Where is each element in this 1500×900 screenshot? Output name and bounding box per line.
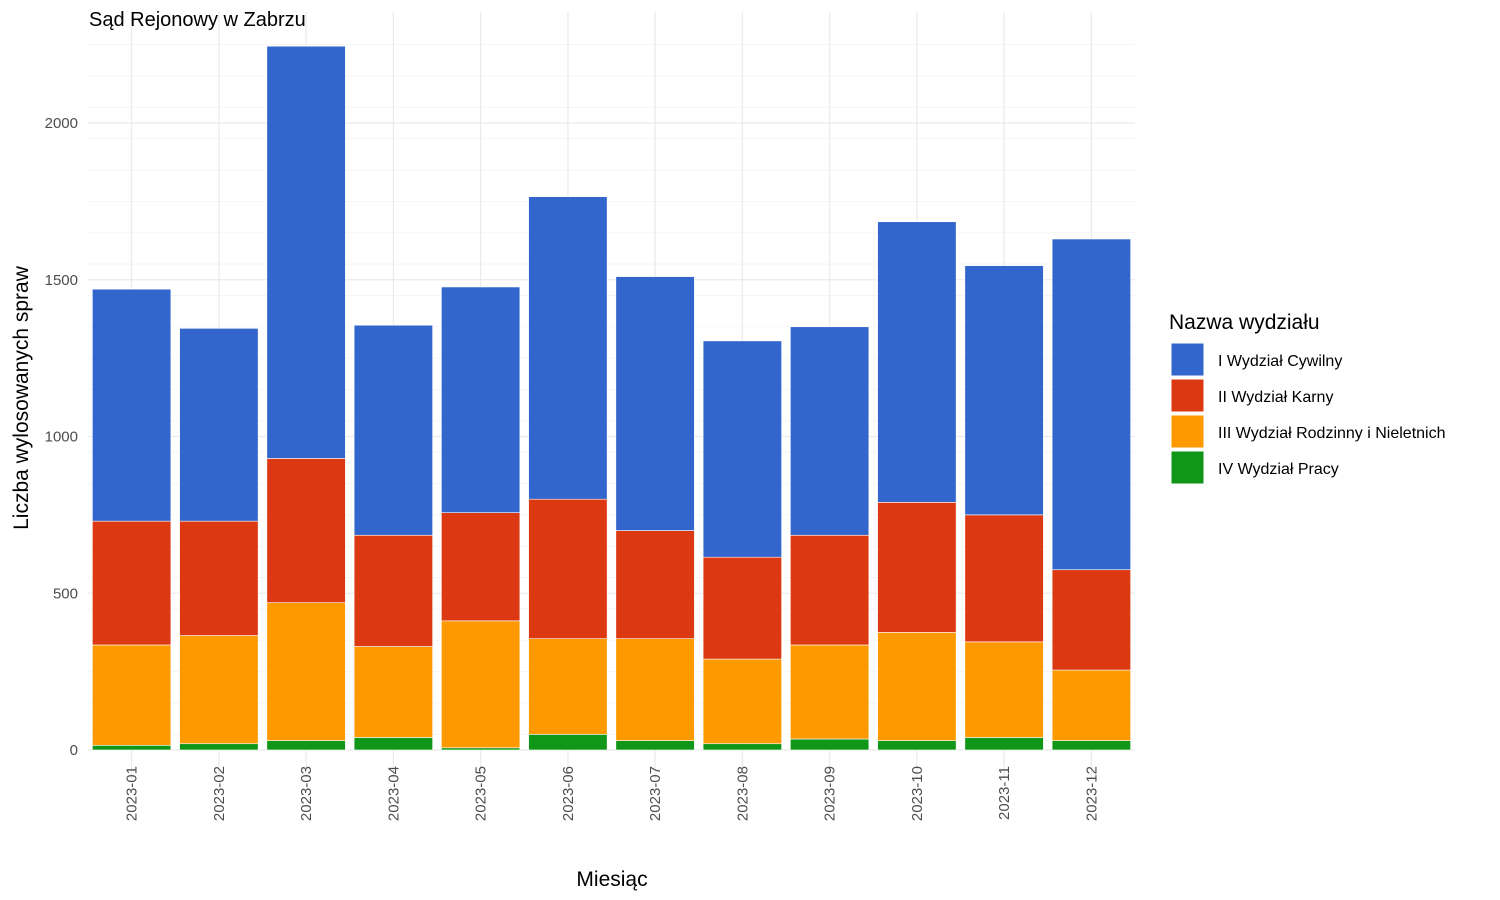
bar-segment — [528, 638, 608, 735]
bar-segment — [790, 738, 870, 751]
bar-segment — [441, 512, 521, 622]
x-axis-title: Miesiąc — [576, 868, 647, 891]
bar-segment — [353, 646, 433, 738]
bar-segment — [1051, 238, 1131, 571]
chart-title: Sąd Rejonowy w Zabrzu — [89, 9, 306, 31]
bar-segment — [528, 498, 608, 640]
bar-segment — [92, 520, 172, 646]
bar-segment — [964, 514, 1044, 643]
y-tick-label: 2000 — [45, 115, 78, 132]
bar-segment — [528, 734, 608, 751]
bar-segment — [266, 458, 346, 603]
legend-label: IV Wydział Pracy — [1218, 461, 1339, 478]
legend-swatch — [1170, 414, 1205, 449]
bar-segment — [790, 644, 870, 740]
bar-segment — [877, 740, 957, 751]
legend-title: Nazwa wydziału — [1169, 311, 1320, 334]
bar-segment — [92, 288, 172, 522]
bar-segment — [92, 744, 172, 751]
bar-segment — [441, 286, 521, 513]
bar-segment — [1051, 569, 1131, 671]
legend: Nazwa wydziału I Wydział Cywilny II Wydzi… — [1169, 311, 1446, 485]
y-axis-title: Liczba wylosowanych spraw — [10, 265, 33, 530]
bar-segment — [877, 502, 957, 633]
legend-swatch — [1170, 450, 1205, 485]
y-tick-label: 500 — [53, 585, 78, 602]
bar-segment — [179, 635, 259, 745]
bar-segment — [266, 602, 346, 741]
y-tick-label: 0 — [70, 742, 78, 759]
bar-segment — [964, 737, 1044, 751]
x-tick-label: 2023-03 — [298, 766, 315, 821]
bar-segment — [702, 658, 782, 745]
bar-segment — [615, 530, 695, 640]
bar-segment — [1051, 740, 1131, 751]
bar-segment — [266, 740, 346, 751]
bar-segment — [353, 324, 433, 536]
x-tick-label: 2023-01 — [124, 766, 141, 821]
bar-segment — [790, 534, 870, 646]
bar-segment — [266, 45, 346, 459]
bar-segment — [528, 196, 608, 500]
x-tick-label: 2023-02 — [211, 766, 228, 821]
bar-segment — [92, 644, 172, 746]
x-tick-label: 2023-12 — [1083, 766, 1100, 821]
bar-segment — [1051, 669, 1131, 741]
x-tick-label: 2023-04 — [385, 766, 402, 821]
legend-swatch — [1170, 378, 1205, 413]
x-axis-ticks: 2023-01 2023-02 2023-03 2023-04 2023-05 2023-… — [124, 766, 1101, 821]
bar-segment — [615, 638, 695, 741]
y-axis-ticks: 0 500 1000 1500 2000 — [45, 115, 78, 759]
bar-segment — [441, 747, 521, 751]
y-tick-label: 1500 — [45, 272, 78, 289]
bar-segment — [702, 556, 782, 660]
x-tick-label: 2023-05 — [473, 766, 490, 821]
bar-segment — [964, 641, 1044, 738]
bars — [92, 45, 1131, 751]
x-tick-label: 2023-08 — [734, 766, 751, 821]
bar-segment — [353, 534, 433, 647]
bar-segment — [179, 743, 259, 751]
x-tick-label: 2023-11 — [996, 766, 1013, 820]
bar-segment — [615, 740, 695, 751]
legend-label: I Wydział Cywilny — [1218, 353, 1342, 370]
bar-segment — [179, 328, 259, 522]
bar-segment — [877, 632, 957, 741]
bar-segment — [790, 326, 870, 536]
x-tick-label: 2023-10 — [909, 766, 926, 821]
bar-segment — [179, 520, 259, 636]
bar-segment — [877, 221, 957, 503]
bar-segment — [964, 265, 1044, 516]
bar-segment — [702, 743, 782, 751]
x-tick-label: 2023-06 — [560, 766, 577, 821]
legend-label: II Wydział Karny — [1218, 389, 1333, 406]
bar-segment — [353, 737, 433, 751]
bar-segment — [702, 340, 782, 558]
x-tick-label: 2023-07 — [647, 766, 664, 821]
legend-swatch — [1170, 342, 1205, 377]
bar-segment — [615, 276, 695, 531]
legend-label: III Wydział Rodzinny i Nieletnich — [1218, 425, 1446, 442]
bar-segment — [441, 620, 521, 749]
y-tick-label: 1000 — [45, 429, 78, 446]
x-tick-label: 2023-09 — [822, 766, 839, 821]
